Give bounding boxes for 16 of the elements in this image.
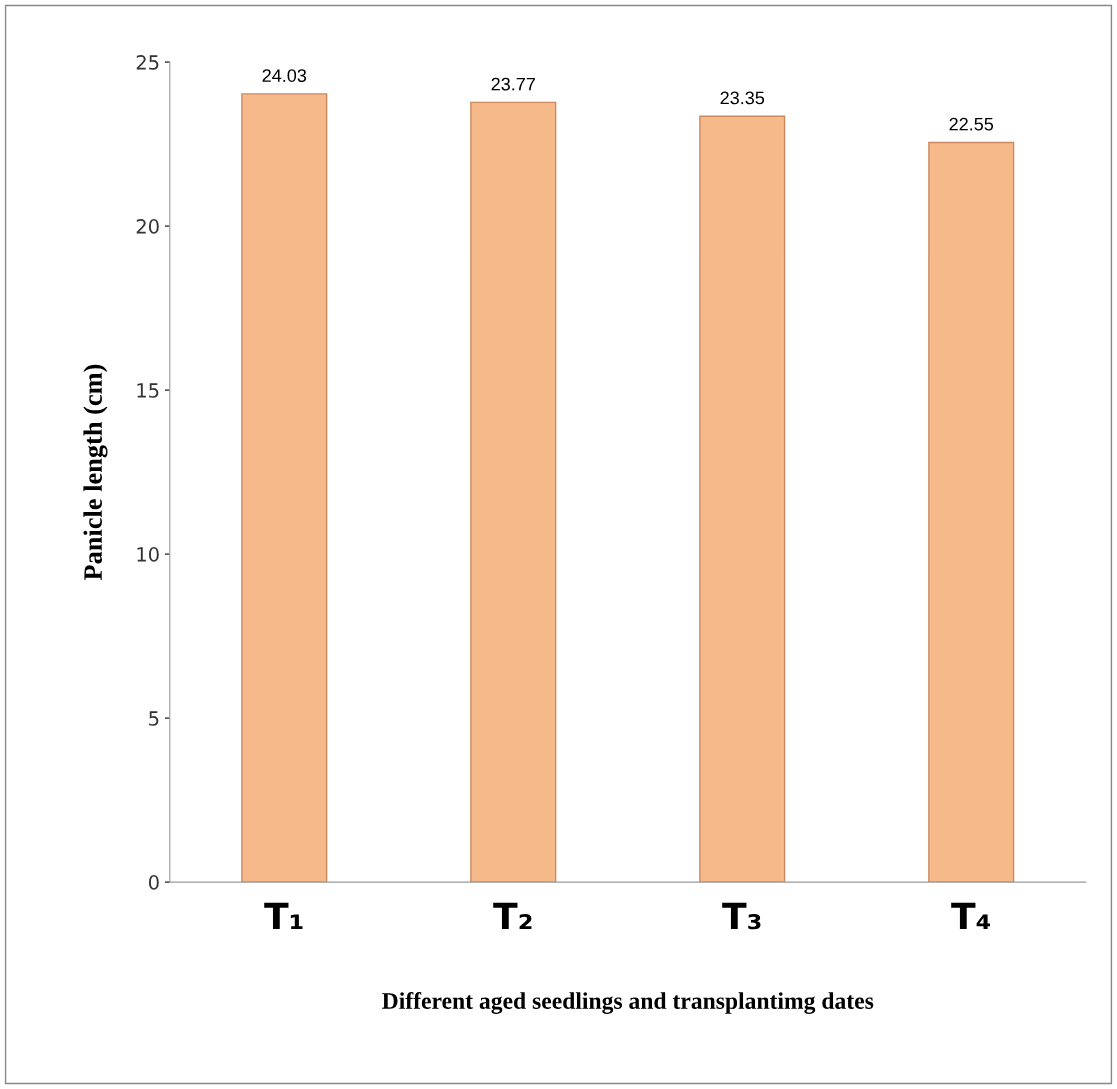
data-label: 23.77 <box>491 77 535 91</box>
x-tick-label: T₄ <box>951 902 990 930</box>
x-axis-title: Different aged seedlings and transplantimg dates <box>382 992 874 1014</box>
y-tick-label: 15 <box>137 383 159 398</box>
x-tick-label: T₁ <box>264 902 303 930</box>
x-tick-label: T₂ <box>493 902 532 930</box>
y-tick-label: 5 <box>149 711 159 726</box>
x-tick-label: T₃ <box>722 902 761 930</box>
y-tick-label: 25 <box>136 55 159 70</box>
data-label: 24.03 <box>262 69 307 82</box>
data-label: 22.55 <box>949 117 994 131</box>
y-axis-title: Panicle length (cm) <box>83 364 108 581</box>
y-tick-label: 0 <box>148 875 159 890</box>
y-tick-label: 10 <box>137 547 159 562</box>
data-label: 23.35 <box>720 91 765 105</box>
y-tick-label: 20 <box>136 219 159 234</box>
